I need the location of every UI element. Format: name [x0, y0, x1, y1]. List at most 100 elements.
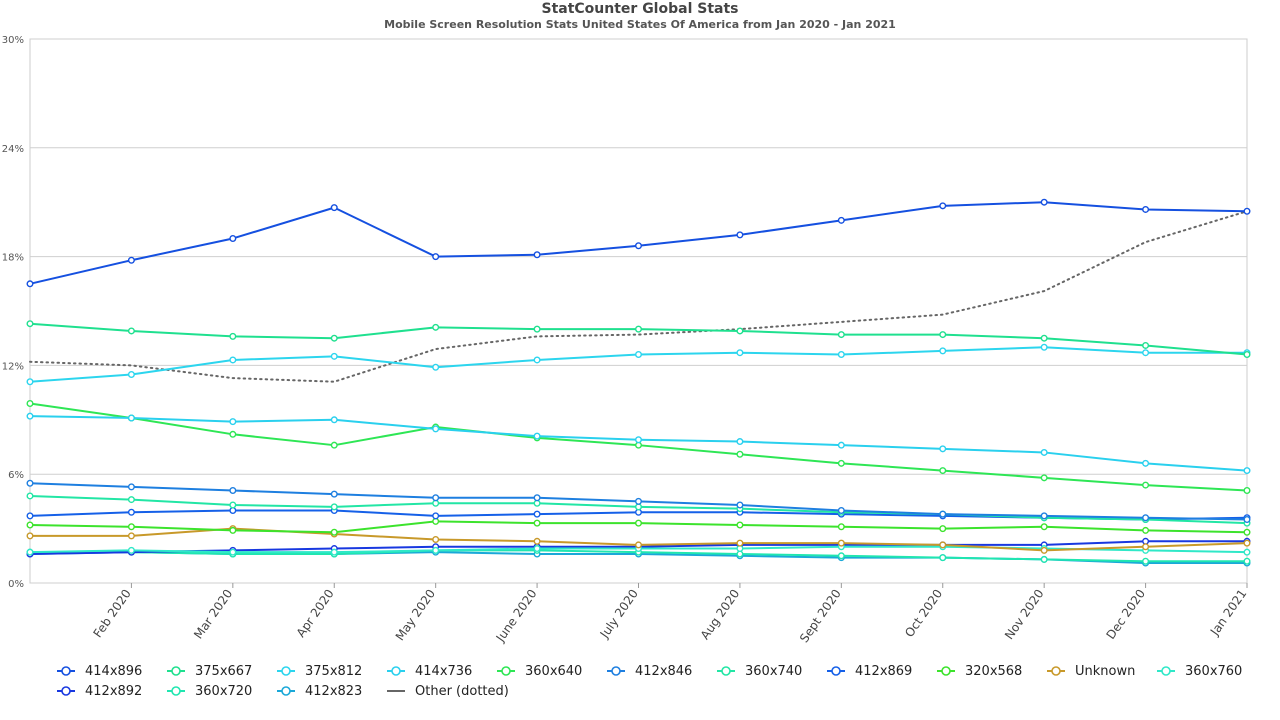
data-point-360x720 [1142, 557, 1150, 565]
legend-marker [1045, 665, 1067, 677]
data-point-320x568 [1142, 526, 1150, 534]
legend-marker [935, 665, 957, 677]
legend-item-other-dotted-[interactable]: Other (dotted) [385, 681, 509, 701]
data-point-360x760 [26, 548, 34, 556]
data-point-360x640 [1142, 481, 1150, 489]
data-point-unknown [1243, 539, 1251, 547]
data-point-414x736 [229, 418, 237, 426]
data-point-360x760 [1243, 548, 1251, 556]
data-point-320x568 [736, 521, 744, 529]
data-point-360x720 [1040, 555, 1048, 563]
data-point-360x760 [127, 546, 135, 554]
data-point-360x720 [837, 552, 845, 560]
legend-item-375x812[interactable]: 375x812 [275, 661, 362, 681]
data-point-412x846 [432, 494, 440, 502]
legend-item-360x760[interactable]: 360x760 [1155, 661, 1242, 681]
x-tick-label: Oct 2020 [902, 587, 945, 640]
legend-item-360x740[interactable]: 360x740 [715, 661, 802, 681]
data-point-414x736 [635, 436, 643, 444]
legend-item-414x736[interactable]: 414x736 [385, 661, 472, 681]
data-point-414x736 [1040, 448, 1048, 456]
legend-item-320x568[interactable]: 320x568 [935, 661, 1022, 681]
legend-item-412x869[interactable]: 412x869 [825, 661, 912, 681]
data-point-412x846 [1040, 512, 1048, 520]
legend-item-412x892[interactable]: 412x892 [55, 681, 142, 701]
data-point-360x640 [939, 467, 947, 475]
data-point-320x568 [939, 525, 947, 533]
data-point-375x667 [26, 320, 34, 328]
data-point-414x736 [533, 432, 541, 440]
data-point-414x736 [432, 425, 440, 433]
x-tick-label: May 2020 [393, 587, 438, 644]
data-point-unknown [939, 541, 947, 549]
legend-label: Unknown [1075, 663, 1136, 679]
data-point-375x667 [127, 327, 135, 335]
legend-item-unknown[interactable]: Unknown [1045, 661, 1135, 681]
data-point-unknown [1040, 546, 1048, 554]
data-point-unknown [635, 541, 643, 549]
x-tick-label: Sept 2020 [797, 587, 844, 646]
data-point-412x869 [127, 508, 135, 516]
data-point-375x812 [837, 351, 845, 359]
x-tick-label: Mar 2020 [191, 587, 235, 642]
legend-label: 360x720 [195, 683, 253, 699]
data-point-414x736 [127, 414, 135, 422]
data-point-414x736 [837, 441, 845, 449]
data-point-360x640 [330, 441, 338, 449]
data-point-unknown [432, 535, 440, 543]
data-point-412x846 [736, 501, 744, 509]
data-point-412x846 [1142, 514, 1150, 522]
data-point-unknown [736, 539, 744, 547]
legend-marker [165, 665, 187, 677]
data-point-414x896 [1142, 205, 1150, 213]
data-point-414x736 [1243, 467, 1251, 475]
data-point-375x667 [229, 332, 237, 340]
data-point-320x568 [1040, 523, 1048, 531]
data-point-414x896 [330, 204, 338, 212]
data-point-414x736 [1142, 459, 1150, 467]
legend-label: 412x892 [85, 683, 143, 699]
data-point-414x896 [736, 231, 744, 239]
x-tick-label: Nov 2020 [1002, 587, 1047, 642]
data-point-360x760 [229, 548, 237, 556]
legend-marker [715, 665, 737, 677]
data-point-412x869 [432, 512, 440, 520]
data-point-320x568 [533, 519, 541, 527]
legend-item-414x896[interactable]: 414x896 [55, 661, 142, 681]
series-line-other [29, 210, 1248, 383]
y-axis-ticks: 0% 6% 12% 18% 24% 30% [2, 35, 24, 590]
y-tick-label: 18% [2, 253, 24, 264]
data-point-414x896 [837, 216, 845, 224]
data-point-412x846 [837, 506, 845, 514]
data-point-360x640 [1243, 487, 1251, 495]
legend-item-412x846[interactable]: 412x846 [605, 661, 692, 681]
data-point-414x896 [939, 202, 947, 210]
x-tick-label: Apr 2020 [294, 587, 337, 640]
legend-marker [55, 665, 77, 677]
data-point-375x812 [635, 351, 643, 359]
data-point-414x896 [1243, 207, 1251, 215]
data-point-360x640 [736, 450, 744, 458]
legend-item-412x823[interactable]: 412x823 [275, 681, 362, 701]
data-point-412x846 [1243, 516, 1251, 524]
data-point-320x568 [330, 528, 338, 536]
data-point-360x740 [26, 492, 34, 500]
legend-item-360x720[interactable]: 360x720 [165, 681, 252, 701]
data-point-414x896 [432, 253, 440, 261]
data-point-360x640 [837, 459, 845, 467]
data-point-360x760 [533, 545, 541, 553]
data-point-414x896 [533, 251, 541, 259]
legend-marker [275, 685, 297, 697]
data-point-375x812 [229, 356, 237, 364]
legend-marker [1155, 665, 1177, 677]
data-point-unknown [1142, 543, 1150, 551]
data-point-375x667 [635, 325, 643, 333]
data-point-375x812 [533, 356, 541, 364]
data-point-320x568 [837, 523, 845, 531]
data-point-412x846 [939, 510, 947, 518]
legend-item-360x640[interactable]: 360x640 [495, 661, 582, 681]
y-tick-label: 24% [2, 144, 24, 155]
legend-label: 414x896 [85, 663, 143, 679]
data-point-360x740 [330, 503, 338, 511]
legend-item-375x667[interactable]: 375x667 [165, 661, 252, 681]
